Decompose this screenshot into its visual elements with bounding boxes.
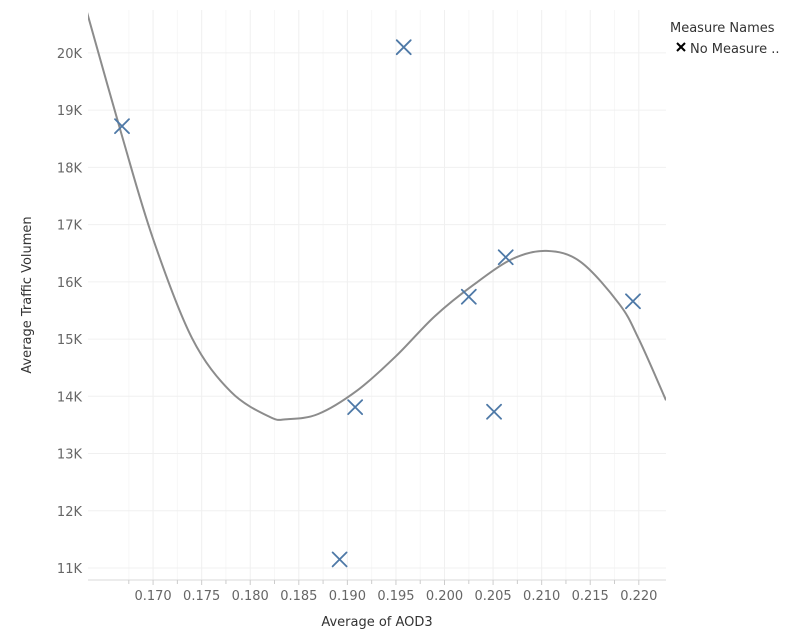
legend-title: Measure Names xyxy=(670,21,775,36)
data-point-x-marker xyxy=(625,293,641,310)
data-points xyxy=(114,39,641,568)
y-tick-label: 16K xyxy=(57,276,83,291)
marker-stroke xyxy=(114,118,130,135)
data-point-x-marker xyxy=(114,118,130,135)
y-tick-label: 14K xyxy=(57,390,83,405)
y-tick-label: 18K xyxy=(57,161,83,176)
data-point-x-marker xyxy=(395,39,412,56)
legend-entry-label: No Measure .. xyxy=(690,42,779,57)
marker-stroke xyxy=(347,399,364,416)
y-tick-label: 19K xyxy=(57,104,83,119)
data-point-x-marker xyxy=(460,288,477,305)
marker-stroke xyxy=(625,293,641,310)
y-tick-label: 13K xyxy=(57,448,83,463)
x-tick-label: 0.210 xyxy=(523,589,560,604)
x-tick-label: 0.190 xyxy=(329,589,366,604)
gridlines xyxy=(88,10,666,580)
legend-x-marker-icon xyxy=(676,42,686,52)
trend-line-group xyxy=(88,12,666,421)
x-tick-label: 0.215 xyxy=(572,589,609,604)
y-axis-title: Average Traffic Volumen xyxy=(20,216,35,373)
y-axis-ticks: 11K 12K 13K 14K 15K 16K 17K 18K 19K 20K xyxy=(57,47,83,577)
x-tick-label: 0.195 xyxy=(377,589,414,604)
marker-stroke xyxy=(395,39,412,56)
marker-stroke xyxy=(486,403,502,420)
data-point-x-marker xyxy=(497,249,514,266)
y-tick-label: 20K xyxy=(57,47,83,62)
legend: Measure Names No Measure .. xyxy=(670,21,779,57)
y-tick-label: 17K xyxy=(57,219,83,234)
y-tick-label: 11K xyxy=(57,562,83,577)
x-tick-label: 0.175 xyxy=(183,589,220,604)
data-point-x-marker xyxy=(331,551,348,568)
x-tick-label: 0.170 xyxy=(134,589,171,604)
x-tick-label: 0.185 xyxy=(280,589,317,604)
x-tick-label: 0.200 xyxy=(426,589,463,604)
trend-line xyxy=(88,12,666,421)
y-tick-label: 12K xyxy=(57,505,83,520)
legend-marker-stroke xyxy=(676,42,686,52)
x-axis-title: Average of AOD3 xyxy=(321,615,432,630)
x-axis-ticks: 0.170 0.175 0.180 0.185 0.190 0.195 0.200 0.205… xyxy=(128,580,657,604)
y-tick-label: 15K xyxy=(57,333,83,348)
marker-stroke xyxy=(497,249,514,266)
marker-stroke xyxy=(331,551,348,568)
x-tick-label: 0.180 xyxy=(232,589,269,604)
x-tick-label: 0.220 xyxy=(620,589,657,604)
data-point-x-marker xyxy=(486,403,502,420)
marker-stroke xyxy=(460,288,477,305)
x-tick-label: 0.205 xyxy=(474,589,511,604)
data-point-x-marker xyxy=(347,399,364,416)
